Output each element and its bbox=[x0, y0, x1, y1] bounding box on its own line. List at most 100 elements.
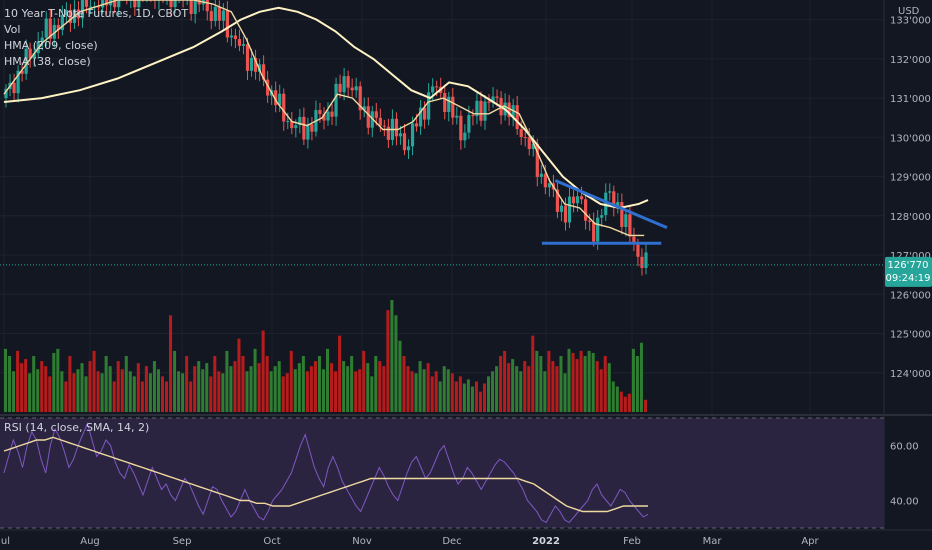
volume-bar bbox=[36, 369, 40, 412]
volume-bar bbox=[269, 371, 273, 412]
volume-bar bbox=[24, 359, 28, 412]
candle-body bbox=[20, 70, 24, 74]
volume-bar bbox=[8, 356, 12, 412]
rsi-tick-label: 40.00 bbox=[890, 497, 919, 508]
candle-body bbox=[274, 90, 278, 106]
legend-title[interactable]: 10 Year T-Note Futures, 1D, CBOT bbox=[4, 7, 189, 20]
candles bbox=[4, 0, 648, 276]
candle-body bbox=[189, 0, 193, 14]
candle-body bbox=[298, 116, 302, 126]
candle-body bbox=[423, 107, 427, 120]
volume-bar bbox=[48, 376, 52, 412]
volume-bar bbox=[64, 381, 68, 412]
volume-bar bbox=[281, 376, 285, 412]
volume-bar bbox=[603, 356, 607, 412]
candle-body bbox=[28, 48, 32, 59]
legend-volume[interactable]: Vol bbox=[4, 23, 21, 36]
candle-body bbox=[588, 220, 592, 222]
candle-body bbox=[318, 110, 322, 114]
volume-bar bbox=[470, 386, 474, 412]
candle-body bbox=[584, 199, 588, 221]
candle-body bbox=[362, 106, 366, 111]
volume-bar bbox=[193, 366, 197, 412]
candle-body bbox=[286, 121, 290, 123]
candle-body bbox=[519, 129, 523, 138]
volume-bar bbox=[418, 361, 422, 412]
volume-bar bbox=[458, 376, 462, 412]
volume-bar bbox=[76, 369, 80, 412]
candle-body bbox=[68, 9, 73, 23]
candle-body bbox=[596, 217, 600, 242]
volume-bar bbox=[422, 369, 426, 412]
candle-body bbox=[32, 53, 36, 59]
volume-bar bbox=[543, 371, 547, 412]
volume-bar bbox=[28, 373, 32, 412]
volume-bar bbox=[152, 361, 156, 412]
volume-bar bbox=[394, 315, 398, 412]
volume-bar bbox=[555, 366, 559, 412]
volume-bar bbox=[495, 366, 499, 412]
volume-bar bbox=[591, 352, 595, 412]
candle-body bbox=[133, 0, 137, 8]
candle-body bbox=[608, 191, 612, 193]
volume-bar bbox=[386, 310, 390, 412]
volume-bar bbox=[430, 376, 434, 412]
volume-bar bbox=[217, 371, 221, 412]
volume-bar bbox=[293, 369, 297, 412]
volume-bar bbox=[185, 356, 189, 412]
volume-bar bbox=[519, 371, 523, 412]
candle-body bbox=[366, 106, 370, 128]
volume-bar bbox=[446, 369, 450, 412]
candle-body bbox=[427, 92, 431, 120]
candle-body bbox=[48, 18, 52, 39]
volume-bars bbox=[4, 300, 647, 412]
volume-bar bbox=[241, 356, 245, 412]
volume-bar bbox=[547, 350, 551, 412]
time-tick-label: Mar bbox=[703, 536, 723, 547]
volume-bar bbox=[487, 376, 491, 412]
candle-body bbox=[495, 96, 499, 98]
candle-body bbox=[483, 101, 487, 121]
candle-body bbox=[612, 191, 616, 208]
volume-bar bbox=[414, 373, 418, 412]
candle-body bbox=[471, 115, 475, 117]
volume-bar bbox=[478, 391, 482, 412]
volume-bar bbox=[40, 361, 44, 412]
candle-body bbox=[418, 107, 423, 127]
candle-body bbox=[398, 133, 403, 137]
volume-bar bbox=[116, 361, 120, 412]
volume-bar bbox=[370, 376, 374, 412]
volume-bar bbox=[342, 361, 346, 412]
price-tick-label: 128'000 bbox=[890, 212, 931, 223]
price-tick-label: 125'000 bbox=[890, 330, 931, 341]
volume-bar bbox=[474, 381, 478, 412]
volume-bar bbox=[454, 381, 458, 412]
legend-hma-short[interactable]: HMA (38, close) bbox=[4, 55, 91, 68]
time-tick-label: Feb bbox=[623, 536, 641, 547]
candle-body bbox=[394, 118, 399, 137]
legend-hma-long[interactable]: HMA (209, close) bbox=[4, 39, 98, 52]
volume-bar bbox=[611, 381, 615, 412]
candle-body bbox=[350, 87, 354, 91]
volume-bar bbox=[482, 383, 486, 412]
rsi-legend[interactable]: RSI (14, close, SMA, 14, 2) bbox=[4, 421, 150, 434]
volume-bar bbox=[639, 342, 643, 412]
volume-bar bbox=[84, 376, 88, 412]
volume-bar bbox=[249, 366, 253, 412]
volume-bar bbox=[92, 350, 96, 412]
price-tick-label: 133'000 bbox=[890, 16, 931, 27]
candle-body bbox=[531, 143, 535, 149]
candle-body bbox=[543, 173, 547, 188]
candle-body bbox=[262, 64, 266, 80]
candle-body bbox=[105, 0, 109, 6]
countdown-label: 09:24:19 bbox=[886, 273, 931, 284]
volume-bar bbox=[366, 363, 370, 412]
volume-bar bbox=[450, 373, 454, 412]
candle-body bbox=[193, 0, 197, 14]
volume-bar bbox=[374, 356, 378, 412]
candle-body bbox=[330, 111, 334, 117]
candle-body bbox=[294, 125, 298, 129]
volume-bar bbox=[607, 363, 611, 412]
candle-body bbox=[571, 196, 576, 204]
